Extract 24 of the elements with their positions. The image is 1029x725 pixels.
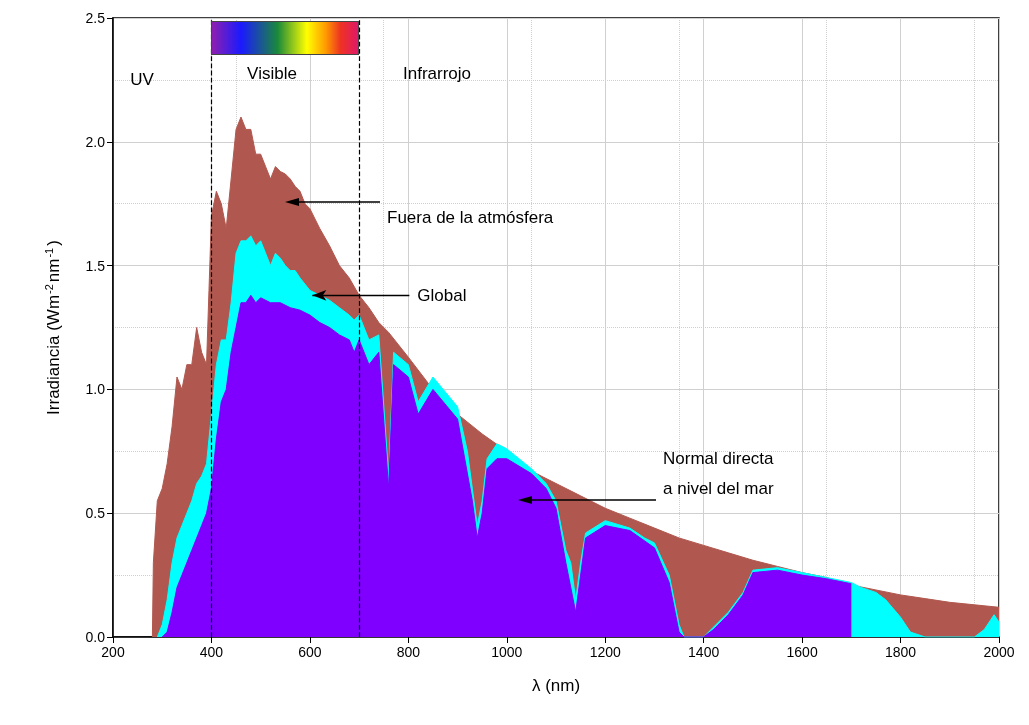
y-tick-label: 2.0 <box>85 133 106 150</box>
x-tick-label: 1600 <box>786 644 818 660</box>
x-axis-title: λ (nm) <box>531 676 581 695</box>
x-tick-label: 800 <box>396 644 421 660</box>
x-tick-label: 400 <box>199 644 224 660</box>
y-tick-label: 0.5 <box>85 505 106 522</box>
y-tick-label: 0.0 <box>85 629 106 645</box>
y-axis-title: Irradiancia (Wm-2nm-1) <box>42 240 63 415</box>
x-tick-label: 1400 <box>688 644 720 660</box>
y-tick-label: 1.5 <box>85 257 106 274</box>
annotation: Normal directa a nivel del mar <box>663 448 775 498</box>
x-tick-label: 2000 <box>983 644 1015 660</box>
y-tick-label: 2.5 <box>85 10 106 26</box>
x-tick-label: 1000 <box>491 644 523 660</box>
annotation: Infrarrojo <box>402 63 472 83</box>
annotation: Visible <box>247 63 297 83</box>
y-tick-label: 1.0 <box>85 381 106 398</box>
x-tick-label: 1200 <box>589 644 621 660</box>
x-tick-label: 600 <box>298 644 322 660</box>
x-tick-label: 200 <box>101 644 125 660</box>
annotation: UV <box>130 69 155 89</box>
x-tick-label: 1800 <box>884 644 917 660</box>
annotation: Fuera de la atmósfera <box>387 207 554 227</box>
annotation: Global <box>417 285 467 305</box>
